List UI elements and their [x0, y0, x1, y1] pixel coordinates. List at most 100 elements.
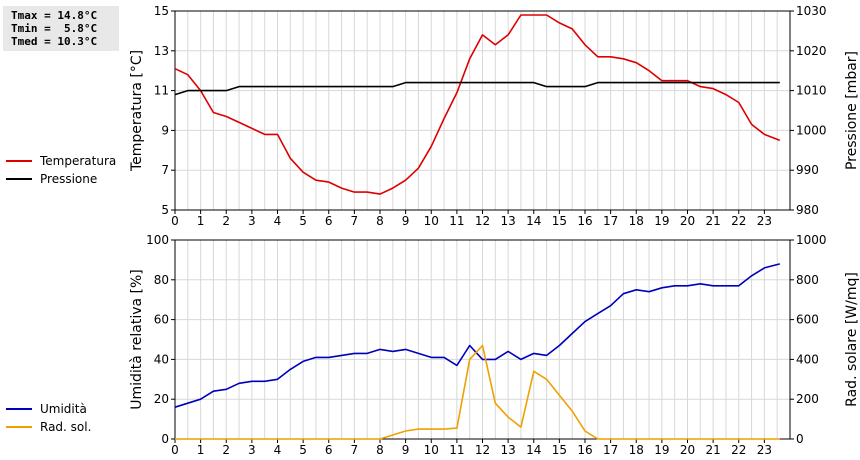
- legend-label-temperatura: Temperatura: [40, 154, 117, 168]
- x-tick-label: 2: [222, 214, 230, 228]
- x-tick-label: 22: [731, 214, 746, 228]
- x-tick-label: 13: [500, 214, 515, 228]
- y-axis-title: Temperatura [°C]: [129, 50, 145, 172]
- x-tick-label: 3: [248, 214, 256, 228]
- x-tick-label: 23: [757, 214, 772, 228]
- y2-tick-label: 1000: [796, 233, 827, 247]
- x-tick-label: 4: [274, 443, 282, 457]
- y-tick-label: 80: [154, 273, 169, 287]
- y2-tick-label: 1020: [796, 44, 827, 58]
- legend-label-radsol: Rad. sol.: [40, 420, 92, 434]
- x-tick-label: 16: [577, 214, 592, 228]
- y-tick-label: 13: [154, 44, 169, 58]
- x-tick-label: 16: [577, 443, 592, 457]
- y-tick-label: 0: [161, 432, 169, 446]
- x-tick-label: 23: [757, 443, 772, 457]
- x-tick-label: 19: [654, 443, 669, 457]
- legend-swatch-temperatura: [6, 160, 32, 162]
- y-tick-label: 9: [161, 123, 169, 137]
- series-line-rad-sol: [175, 344, 780, 440]
- x-tick-label: 18: [629, 443, 644, 457]
- x-tick-label: 4: [274, 214, 282, 228]
- x-tick-label: 10: [424, 443, 439, 457]
- series-line-temperatura: [174, 14, 781, 195]
- series-line-pressione: [174, 81, 780, 96]
- y2-tick-label: 980: [796, 203, 819, 217]
- y-tick-label: 11: [154, 84, 169, 98]
- x-tick-label: 17: [603, 214, 618, 228]
- chart-panel-1: 0 1 2 3 4 5 6 7 8 9 10 11 12 13 14 15 16 17 18 19 20 21 22 2357…: [129, 4, 860, 228]
- y-tick-label: 7: [161, 163, 169, 177]
- x-tick-label: 10: [424, 214, 439, 228]
- x-tick-label: 14: [526, 214, 541, 228]
- x-tick-label: 13: [500, 443, 515, 457]
- legend-swatch-radsol: [6, 426, 32, 428]
- legend-bottom: Umidità Rad. sol.: [6, 400, 91, 436]
- x-tick-label: 11: [449, 443, 464, 457]
- x-tick-label: 6: [325, 443, 333, 457]
- y2-tick-label: 990: [796, 163, 819, 177]
- y-axis-title: Umidità relativa [%]: [129, 269, 145, 410]
- x-tick-label: 11: [449, 214, 464, 228]
- y2-axis-title: Rad. solare [W/mq]: [844, 272, 860, 407]
- x-tick-label: 22: [731, 443, 746, 457]
- y2-axis-title: Pressione [mbar]: [844, 51, 860, 170]
- y2-tick-label: 1000: [796, 123, 827, 137]
- x-tick-label: 5: [299, 214, 307, 228]
- x-tick-label: 7: [351, 214, 359, 228]
- tmin-text: Tmin = 5.8°C: [11, 22, 98, 35]
- tmax-text: Tmax = 14.8°C: [11, 9, 98, 22]
- y-tick-label: 60: [154, 313, 169, 327]
- legend-label-umidita: Umidità: [40, 402, 87, 416]
- legend-swatch-umidita: [6, 408, 32, 410]
- x-tick-label: 15: [552, 443, 567, 457]
- x-tick-label: 8: [376, 214, 384, 228]
- legend-swatch-pressione: [6, 178, 32, 180]
- x-tick-label: 19: [654, 214, 669, 228]
- x-tick-label: 17: [603, 443, 618, 457]
- x-tick-label: 1: [197, 214, 205, 228]
- legend-item-umidita: Umidità: [6, 400, 91, 418]
- stats-box: Tmax = 14.8°C Tmin = 5.8°C Tmed = 10.3°C: [3, 6, 119, 51]
- y-tick-label: 40: [154, 352, 169, 366]
- y-tick-label: 5: [161, 203, 169, 217]
- legend-item-pressione: Pressione: [6, 170, 116, 188]
- y-tick-label: 100: [146, 233, 169, 247]
- y-tick-label: 15: [154, 4, 169, 18]
- x-tick-label: 20: [680, 214, 695, 228]
- x-tick-label: 3: [248, 443, 256, 457]
- y2-tick-label: 1030: [796, 4, 827, 18]
- y2-tick-label: 400: [796, 352, 819, 366]
- legend-item-temperatura: Temperatura: [6, 152, 116, 170]
- x-tick-label: 2: [222, 443, 230, 457]
- y2-tick-label: 0: [796, 432, 804, 446]
- x-tick-label: 7: [351, 443, 359, 457]
- x-tick-label: 6: [325, 214, 333, 228]
- y2-tick-label: 200: [796, 392, 819, 406]
- x-tick-label: 1: [197, 443, 205, 457]
- y2-tick-label: 800: [796, 273, 819, 287]
- y2-tick-label: 600: [796, 313, 819, 327]
- x-tick-label: 18: [629, 214, 644, 228]
- tmed-text: Tmed = 10.3°C: [11, 35, 98, 48]
- x-tick-label: 21: [705, 214, 720, 228]
- x-tick-label: 0: [171, 443, 179, 457]
- x-tick-label: 20: [680, 443, 695, 457]
- chart-panel-2: 0 1 2 3 4 5 6 7 8 9 10 11 12 13 14 15 16 17 18 19 20 21 22 2302…: [129, 233, 860, 457]
- legend-top: Temperatura Pressione: [6, 152, 116, 188]
- x-tick-label: 9: [402, 443, 410, 457]
- legend-label-pressione: Pressione: [40, 172, 98, 186]
- series-line-umidit: [174, 263, 781, 408]
- legend-item-radsol: Rad. sol.: [6, 418, 91, 436]
- x-tick-label: 12: [475, 214, 490, 228]
- y-tick-label: 20: [154, 392, 169, 406]
- x-tick-label: 15: [552, 214, 567, 228]
- x-tick-label: 8: [376, 443, 384, 457]
- x-tick-label: 12: [475, 443, 490, 457]
- x-tick-label: 14: [526, 443, 541, 457]
- y2-tick-label: 1010: [796, 84, 827, 98]
- x-tick-label: 0: [171, 214, 179, 228]
- x-tick-label: 21: [705, 443, 720, 457]
- x-tick-label: 5: [299, 443, 307, 457]
